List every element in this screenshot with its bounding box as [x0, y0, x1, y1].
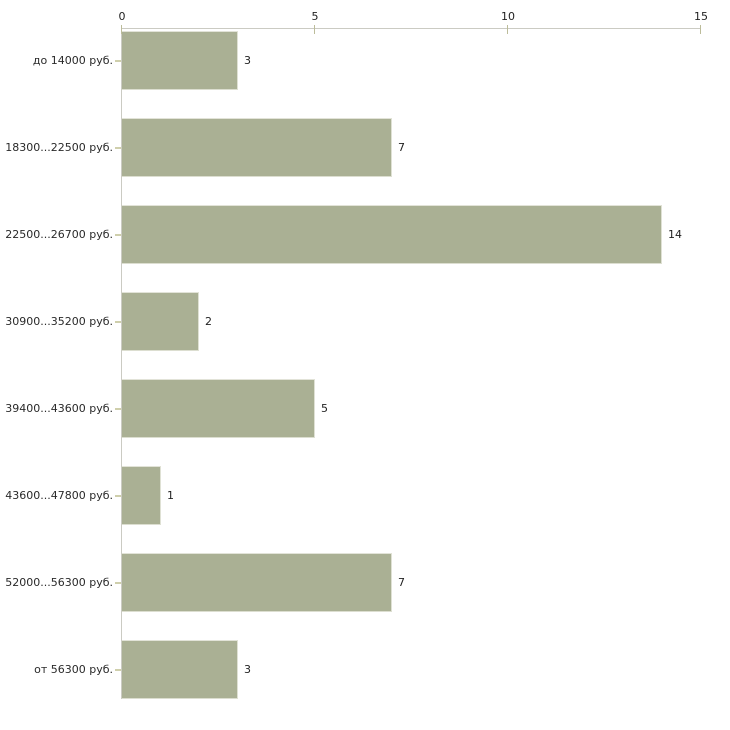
bar-value-label: 7 — [398, 140, 405, 154]
bar-value-label: 3 — [244, 662, 251, 676]
category-label: 43600...47800 руб. — [5, 488, 113, 502]
bar-value-label: 7 — [398, 575, 405, 589]
bar-value-label: 14 — [668, 227, 682, 241]
x-axis-tick-mark — [314, 25, 315, 34]
y-axis-tick-mark — [115, 494, 121, 497]
x-axis-tick-mark — [507, 25, 508, 34]
x-axis-tick-label: 0 — [118, 10, 126, 23]
x-axis-tick-mark — [121, 25, 122, 34]
bar — [122, 118, 392, 177]
y-axis-tick-mark — [115, 407, 121, 410]
y-axis-line — [121, 28, 122, 699]
category-label: от 56300 руб. — [34, 662, 113, 676]
bar-value-label: 1 — [167, 488, 174, 502]
bar — [122, 205, 662, 264]
category-label: 52000...56300 руб. — [5, 575, 113, 589]
x-axis-tick-label: 10 — [501, 10, 515, 23]
bar-value-label: 2 — [205, 314, 212, 328]
category-label: 39400...43600 руб. — [5, 401, 113, 415]
category-label: 18300...22500 руб. — [5, 140, 113, 154]
bar-value-label: 3 — [244, 53, 251, 67]
x-axis-tick-label: 15 — [694, 10, 708, 23]
bar — [122, 553, 392, 612]
y-axis-tick-mark — [115, 668, 121, 671]
y-axis-tick-mark — [115, 581, 121, 584]
y-axis-tick-mark — [115, 146, 121, 149]
x-axis-tick-mark — [700, 25, 701, 34]
y-axis-tick-mark — [115, 233, 121, 236]
y-axis-tick-mark — [115, 320, 121, 323]
category-label: 30900...35200 руб. — [5, 314, 113, 328]
bar — [122, 379, 315, 438]
bar — [122, 292, 199, 351]
bar — [122, 640, 238, 699]
category-label: 22500...26700 руб. — [5, 227, 113, 241]
x-axis-tick-label: 5 — [311, 10, 319, 23]
y-axis-tick-mark — [115, 59, 121, 62]
bar-value-label: 5 — [321, 401, 328, 415]
category-label: до 14000 руб. — [32, 53, 113, 67]
bar — [122, 466, 161, 525]
bar — [122, 31, 238, 90]
x-axis-line — [121, 28, 701, 29]
